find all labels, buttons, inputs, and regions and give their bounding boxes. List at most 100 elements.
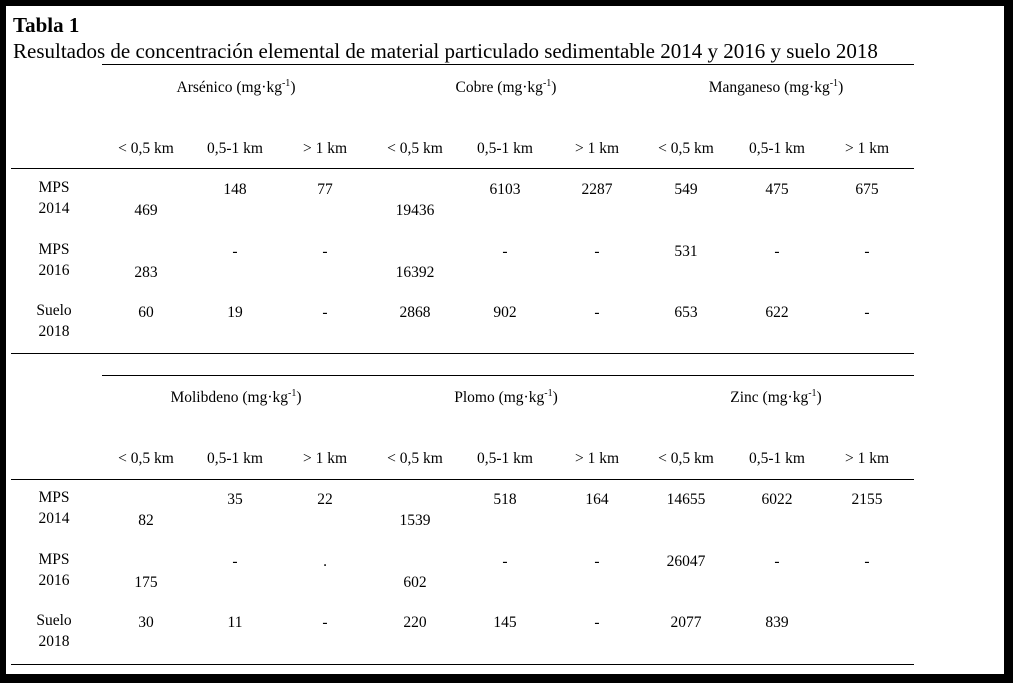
unit-exponent: -1 [281, 78, 291, 89]
group-header: Zinc (mg·kg-1) [656, 388, 896, 407]
table-cell: 11 [227, 614, 243, 631]
table-cell: 22 [317, 491, 333, 508]
group-name-close: ) [838, 79, 844, 97]
table-cell: 16392 [395, 264, 435, 281]
table-cell: 469 [134, 202, 158, 219]
row-label-line-2: 2014 [38, 200, 70, 217]
table-cell: 839 [765, 614, 789, 631]
header-rule-2 [11, 479, 914, 480]
table-cell: 35 [227, 491, 243, 508]
group-header: Arsénico (mg·kg-1) [116, 78, 356, 97]
group-name-close: ) [816, 389, 822, 407]
table-cell: 26047 [666, 553, 706, 570]
column-header: 0,5-1 km [477, 140, 533, 157]
group-name: Plomo (mg·kg [454, 389, 545, 407]
bottom-rule-1 [11, 353, 914, 354]
unit-exponent: -1 [288, 388, 297, 399]
table-cell: - [594, 243, 600, 260]
row-label: MPS 2014 [14, 487, 94, 529]
title-rule [102, 64, 914, 65]
row-label: Suelo 2018 [14, 610, 94, 652]
row-label-line-2: 2014 [38, 510, 70, 527]
table-cell: 475 [765, 181, 789, 198]
group-header: Molibdeno (mg·kg-1) [116, 388, 356, 407]
table-cell: 6103 [489, 181, 521, 198]
table-cell: - [322, 243, 328, 260]
top-rule-2 [102, 375, 914, 376]
table-cell: - [594, 614, 600, 631]
table-cell: 77 [317, 181, 333, 198]
column-header: > 1 km [574, 450, 620, 467]
table-page: Tabla 1 Resultados de concentración elem… [6, 6, 1004, 674]
table-cell: - [774, 553, 780, 570]
column-header: < 0,5 km [658, 140, 714, 157]
table-cell: 2868 [399, 304, 431, 321]
table-cell: - [502, 553, 508, 570]
table-cell: 6022 [761, 491, 793, 508]
group-name-close: ) [296, 389, 302, 407]
group-name: Zinc (mg·kg [730, 389, 809, 407]
column-header: < 0,5 km [387, 140, 443, 157]
table-cell: - [594, 553, 600, 570]
table-cell: - [232, 243, 238, 260]
row-label: MPS 2016 [14, 549, 94, 591]
column-header: < 0,5 km [658, 450, 714, 467]
unit-exponent: -1 [542, 78, 552, 89]
column-header: > 1 km [302, 140, 348, 157]
row-label-line-1: MPS [38, 551, 70, 568]
table-subtitle: Resultados de concentración elemental de… [13, 39, 878, 63]
table-title: Tabla 1 [13, 13, 80, 37]
table-cell: 653 [674, 304, 698, 321]
table-cell: 60 [138, 304, 154, 321]
table-cell: 82 [138, 512, 154, 529]
row-label-line-1: MPS [38, 241, 70, 258]
table-cell: - [864, 243, 870, 260]
table-cell: . [323, 553, 327, 570]
table-cell: 549 [674, 181, 698, 198]
table-cell: 164 [585, 491, 609, 508]
group-header: Plomo (mg·kg-1) [386, 388, 626, 407]
table-cell: 175 [134, 574, 158, 591]
column-header: 0,5-1 km [749, 140, 805, 157]
table-cell: - [864, 553, 870, 570]
row-label-line-2: 2016 [38, 262, 70, 279]
table-cell: - [322, 304, 328, 321]
row-label-line-2: 2018 [38, 633, 70, 650]
column-header: 0,5-1 km [207, 450, 263, 467]
row-label: Suelo 2018 [14, 300, 94, 342]
unit-exponent: -1 [544, 388, 553, 399]
table-cell: - [322, 614, 328, 631]
column-header: 0,5-1 km [207, 140, 263, 157]
table-cell: 531 [674, 243, 698, 260]
table-cell: - [232, 553, 238, 570]
row-label-line-1: MPS [38, 179, 70, 196]
column-header: < 0,5 km [118, 140, 174, 157]
table-cell: 148 [223, 181, 247, 198]
unit-exponent: -1 [808, 388, 817, 399]
group-name-close: ) [551, 79, 557, 97]
group-header: Cobre (mg·kg-1) [386, 78, 626, 97]
table-cell: 19436 [395, 202, 435, 219]
column-header: 0,5-1 km [477, 450, 533, 467]
table-cell: 14655 [666, 491, 706, 508]
group-name-close: ) [290, 79, 296, 97]
table-cell: - [594, 304, 600, 321]
table-cell: 283 [134, 264, 158, 281]
table-cell: 30 [138, 614, 154, 631]
column-header: > 1 km [844, 450, 890, 467]
group-name: Cobre (mg·kg [455, 79, 543, 97]
row-label-line-2: 2016 [38, 572, 70, 589]
group-name: Manganeso (mg·kg [708, 79, 830, 97]
row-label-line-2: 2018 [38, 323, 70, 340]
table-cell: 1539 [399, 512, 431, 529]
group-name-close: ) [552, 389, 558, 407]
bottom-rule-2 [11, 664, 914, 665]
table-cell: 2287 [581, 181, 613, 198]
row-label: MPS 2016 [14, 239, 94, 281]
table-cell: 518 [493, 491, 517, 508]
group-name: Molibdeno (mg·kg [170, 389, 288, 407]
table-cell: - [864, 304, 870, 321]
header-rule-1 [11, 168, 914, 169]
table-cell: 602 [403, 574, 427, 591]
table-cell: - [774, 243, 780, 260]
